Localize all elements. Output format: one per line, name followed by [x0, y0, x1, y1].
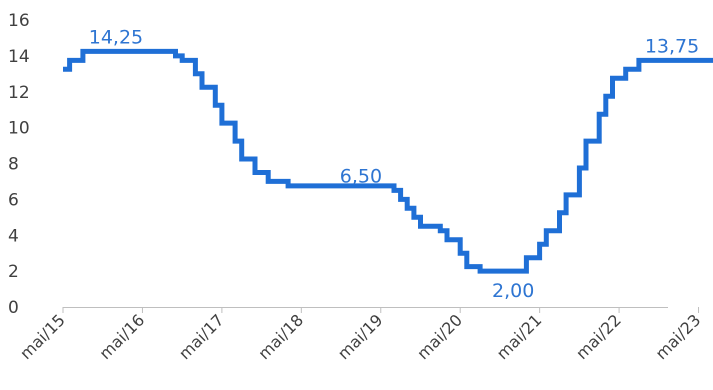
x-tick-label: mai/16	[96, 310, 149, 363]
y-tick-label: 2	[8, 262, 19, 282]
y-tick-label: 14	[8, 47, 30, 67]
y-axis: 0 2 4 6 8 10 12 14 16	[8, 11, 30, 318]
x-tick-label: mai/21	[493, 310, 546, 363]
data-label: 13,75	[645, 35, 699, 57]
plot-area	[63, 48, 713, 274]
y-tick-label: 4	[8, 226, 19, 246]
selic-step-line	[63, 48, 713, 274]
data-label: 2,00	[492, 280, 534, 302]
y-tick-label: 0	[8, 298, 19, 318]
x-tick-label: mai/19	[334, 310, 387, 363]
x-tick-label: mai/20	[413, 310, 466, 363]
x-tick-label: mai/18	[254, 310, 307, 363]
x-tick-label: mai/22	[572, 310, 625, 363]
x-tick-label: mai/17	[175, 310, 228, 363]
data-label: 14,25	[89, 26, 143, 48]
x-axis: mai/15 mai/16 mai/17 mai/18 mai/19 mai/20 mai/…	[16, 307, 705, 363]
x-tick-label: mai/15	[16, 310, 69, 363]
y-tick-label: 12	[8, 83, 30, 103]
y-tick-label: 8	[8, 155, 19, 175]
y-tick-label: 6	[8, 190, 19, 210]
y-tick-label: 10	[8, 119, 30, 139]
x-tick-label: mai/23	[652, 310, 705, 363]
y-tick-label: 16	[8, 11, 30, 31]
data-label: 6,50	[340, 165, 382, 187]
